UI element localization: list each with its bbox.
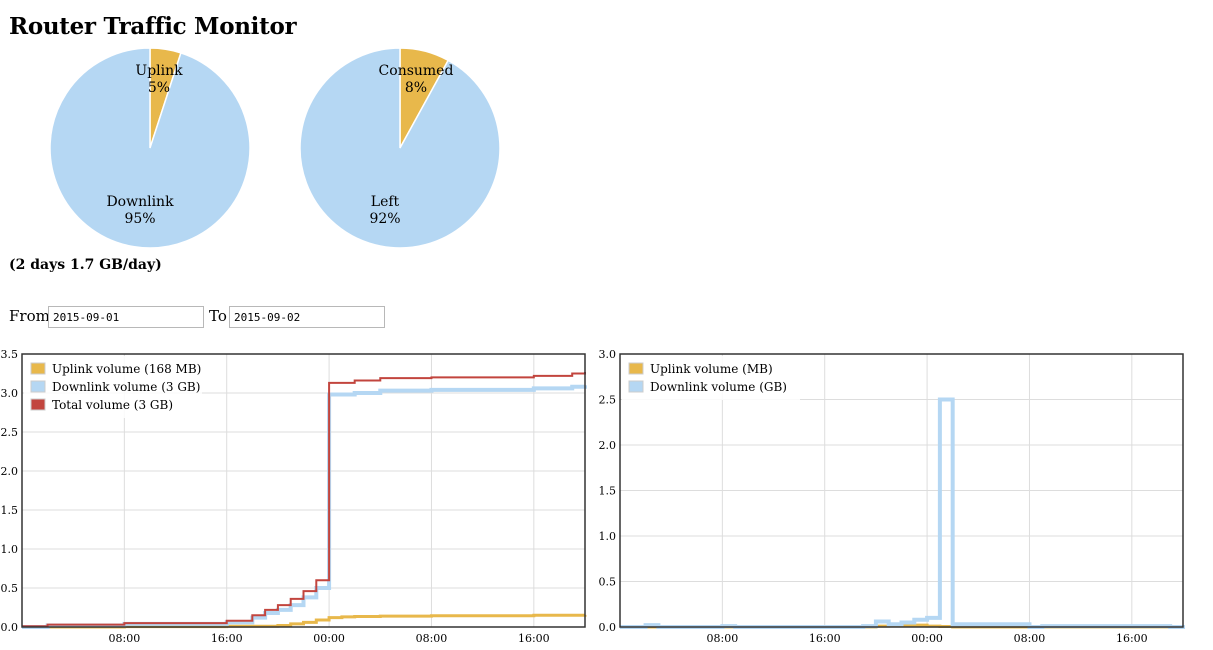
series-line-uplink-volume-168-mb: [22, 613, 587, 629]
x-tick-label: 00:00: [911, 632, 943, 645]
pie-percent-left: 92%: [369, 211, 400, 227]
from-label: From: [9, 307, 50, 325]
y-tick-label: 0.5: [599, 576, 617, 589]
chart-legend: Uplink volume (MB) Downlink volume (GB): [622, 356, 800, 400]
y-tick-label: 1.0: [599, 530, 617, 543]
to-date-input[interactable]: [229, 306, 385, 328]
pie-percent-uplink: 5%: [148, 80, 170, 96]
legend-swatch-total-volume-3-gb: [30, 398, 46, 411]
x-tick-label: 00:00: [313, 632, 345, 645]
x-tick-label: 08:00: [109, 632, 141, 645]
y-tick-label: 2.0: [1, 465, 19, 478]
pie-slice-downlink: [49, 47, 251, 249]
plot-frame: [21, 353, 586, 628]
y-tick-label: 2.5: [599, 394, 617, 407]
y-tick-label: 3.5: [1, 348, 19, 361]
x-tick-label: 08:00: [707, 632, 739, 645]
x-tick-label: 08:00: [416, 632, 448, 645]
legend-swatch-uplink-volume-168-mb: [30, 362, 46, 375]
legend-swatch-downlink-volume-gb: [628, 380, 644, 393]
y-tick-label: 1.5: [599, 485, 617, 498]
y-tick-label: 2.5: [1, 426, 19, 439]
pie-label-consumed: Consumed: [379, 63, 454, 79]
pie-label-uplink: Uplink: [135, 63, 183, 79]
from-date-input[interactable]: [48, 306, 204, 328]
legend-entry-downlink-volume-3-gb: Downlink volume (3 GB): [52, 380, 200, 394]
x-tick-label: 16:00: [1116, 632, 1148, 645]
legend-swatch-uplink-volume-mb: [628, 362, 644, 375]
pie-label-left: Left: [371, 194, 400, 210]
legend-background: [24, 356, 202, 418]
plot-frame: [619, 353, 1184, 628]
legend-swatch-downlink-volume-3-gb: [30, 380, 46, 393]
y-tick-label: 1.0: [1, 543, 19, 556]
legend-entry-uplink-volume-168-mb: Uplink volume (168 MB): [52, 362, 201, 376]
pie-slice-left: [299, 47, 501, 249]
cumulative-volume-chart: 0.0 0.5 1.0 1.5 2.0 2.5 3.0 3.5 08:00 16:00 00:00 0…: [1, 348, 587, 645]
hourly-volume-chart: 0.0 0.5 1.0 1.5 2.0 2.5 3.0 08:00 16:00 00:00 08:0…: [599, 348, 1185, 645]
x-tick-label: 16:00: [809, 632, 841, 645]
y-tick-label: 0.5: [1, 582, 19, 595]
page-title: Router Traffic Monitor: [9, 13, 297, 40]
legend-background: [622, 356, 800, 400]
usage-summary: (2 days 1.7 GB/day): [9, 257, 162, 273]
series-line-total-volume-3-gb: [22, 371, 586, 628]
x-tick-label: 16:00: [518, 632, 550, 645]
pie-percent-downlink: 95%: [124, 211, 155, 227]
chart-legend: Uplink volume (168 MB) Downlink volume (3…: [24, 356, 202, 418]
x-tick-label: 16:00: [211, 632, 243, 645]
legend-entry-uplink-volume-mb: Uplink volume (MB): [650, 362, 773, 376]
pie-percent-consumed: 8%: [405, 80, 427, 96]
y-tick-label: 0.0: [1, 621, 19, 634]
y-tick-label: 2.0: [599, 439, 617, 452]
y-tick-label: 3.0: [599, 348, 617, 361]
y-tick-label: 3.0: [1, 387, 19, 400]
legend-entry-downlink-volume-gb: Downlink volume (GB): [650, 380, 787, 394]
y-tick-label: 1.5: [1, 504, 19, 517]
legend-entry-total-volume-3-gb: Total volume (3 GB): [52, 398, 173, 412]
x-tick-label: 08:00: [1014, 632, 1046, 645]
to-label: To: [209, 307, 227, 325]
pie-label-downlink: Downlink: [106, 194, 174, 210]
y-tick-label: 0.0: [599, 621, 617, 634]
